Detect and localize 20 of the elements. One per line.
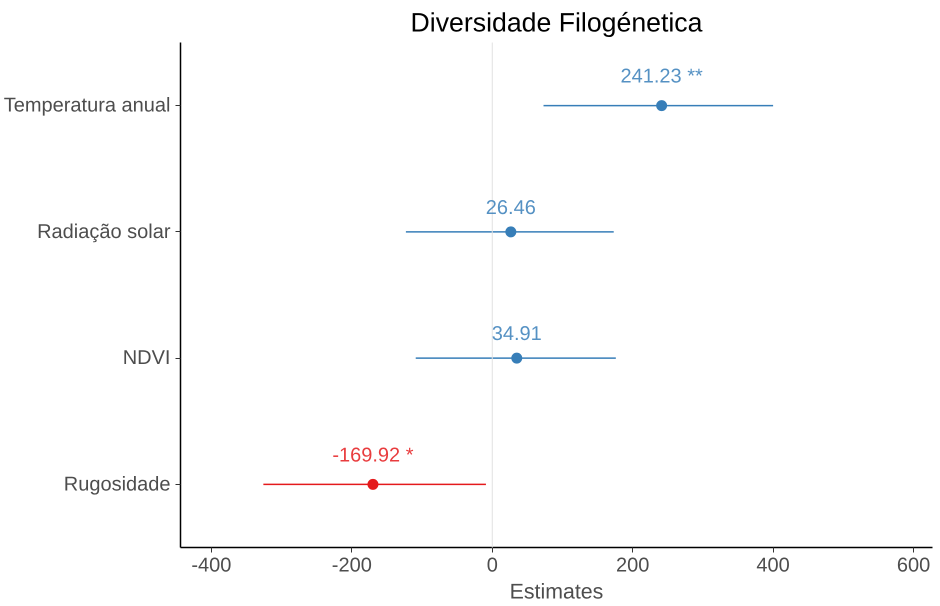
chart-title: Diversidade Filogénetica [410,8,703,38]
y-tick-label: NDVI [122,347,171,370]
y-tick-label: Temperatura anual [4,94,171,117]
x-tick-label: 0 [486,554,498,576]
data-label: 34.91 [492,323,542,346]
x-tick-label: -400 [191,554,232,576]
point [511,352,522,364]
point [505,226,516,238]
point [656,100,668,112]
x-tick-label: 400 [756,554,790,576]
data-label: -169.92 * [332,444,414,466]
point [367,478,378,490]
data-label: 241.23 ** [620,66,703,88]
x-axis-title: Estimates [510,580,604,604]
y-tick-label: Radiação solar [37,220,171,243]
x-tick-label: -200 [332,554,372,576]
x-tick-label: 600 [896,554,930,576]
data-label: 26.46 [486,196,536,219]
y-tick-label: Rugosidade [64,473,170,496]
x-tick-label: 200 [616,554,650,576]
